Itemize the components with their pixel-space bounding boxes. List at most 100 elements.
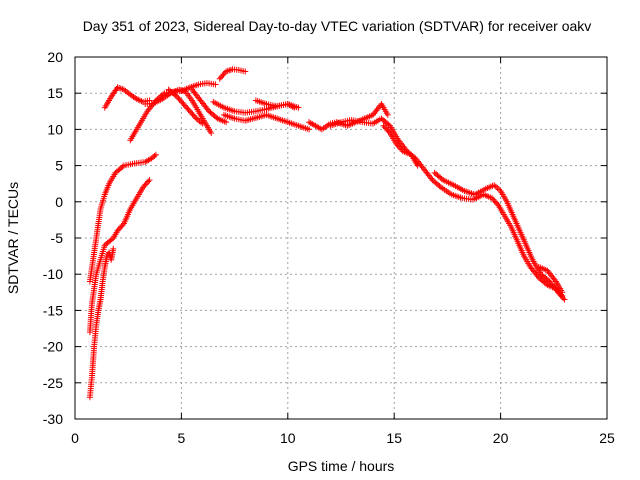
data-point [395,143,402,150]
data-point [220,71,227,78]
data-point [492,183,499,190]
data-point [199,120,206,127]
data-point [494,200,501,207]
data-point [380,122,387,129]
data-point [115,226,122,233]
x-tick-label: 25 [599,430,615,446]
y-tick-label: 15 [47,85,63,101]
data-series [86,66,568,401]
data-point [561,296,568,303]
series-arc-l [252,97,302,111]
data-point [185,106,192,113]
series-arc-m [306,101,391,133]
data-point [179,99,186,106]
data-point [208,130,215,137]
data-point [145,178,152,185]
data-point [223,119,230,126]
series-arc-c [86,151,159,285]
data-point [559,289,566,296]
series-arc-o [380,122,421,169]
data-point [192,114,199,121]
data-point [117,224,124,231]
data-point [217,74,224,81]
data-point [146,177,153,184]
series-arc-p [431,169,568,303]
data-point [119,221,126,228]
data-point [108,236,115,243]
y-tick-label: 20 [47,49,63,65]
data-point [212,81,219,88]
data-point [219,72,226,79]
data-point [188,109,195,116]
y-tick-label: -25 [43,375,63,391]
series-arc-q [429,177,566,299]
data-point [385,128,392,135]
data-point [151,152,158,159]
data-point [183,103,190,110]
data-point [152,151,159,158]
series-arc-h [189,86,230,126]
y-tick-label: -15 [43,302,63,318]
data-point [110,245,117,252]
x-tick-label: 20 [493,430,509,446]
x-tick-label: 10 [280,430,296,446]
y-tick-label: -5 [51,230,64,246]
data-point [216,75,223,82]
y-tick-label: -30 [43,411,63,427]
data-point [295,104,302,111]
series-arc-g [165,86,206,127]
data-point [385,121,392,128]
axis-ticks: 0 5 10 15 20 25 -30 -25 -20 -15 -10 -5 0 5 10 15 20 [43,49,615,446]
x-tick-label: 5 [178,430,186,446]
data-point [143,179,150,186]
data-point [384,127,391,134]
series-arc-k [220,111,313,133]
x-tick-label: 0 [71,430,79,446]
grid-lines [75,57,607,419]
x-tick-label: 15 [386,430,402,446]
data-point [242,68,249,75]
data-point [381,124,388,131]
data-point [184,105,191,112]
data-point [114,227,121,234]
data-point [489,195,496,202]
data-point [119,163,126,170]
series-arc-j [210,98,298,116]
data-point [186,108,193,115]
data-point [436,183,443,190]
y-tick-label: -20 [43,339,63,355]
data-point [141,182,148,189]
data-point [189,111,196,118]
data-point [175,95,182,102]
series-arc-a [86,245,117,401]
data-point [180,101,187,108]
data-point [394,142,401,149]
series-arc-b [86,177,153,336]
data-point [397,145,404,152]
data-point [542,280,549,287]
data-point [174,93,181,100]
data-point [177,98,184,105]
data-point [490,196,497,203]
data-point [492,199,499,206]
data-point [393,140,400,147]
data-point [140,184,147,191]
chart-title: Day 351 of 2023, Sidereal Day-to-day VTE… [83,18,592,34]
data-point [181,102,188,109]
series-arc-f [142,86,215,137]
data-point [172,92,179,99]
y-axis-label: SDTVAR / TECUs [5,182,21,294]
series-arc-r [535,263,566,296]
data-point [176,96,183,103]
data-point [384,111,391,118]
series-arc-n [327,115,436,184]
data-point [142,181,149,188]
data-point [383,125,390,132]
series-arc-d [101,84,153,111]
data-point [438,175,445,182]
y-tick-label: 0 [55,194,63,210]
data-point [306,126,313,133]
y-tick-label: 10 [47,121,63,137]
data-point [414,162,421,169]
data-point [213,114,220,121]
